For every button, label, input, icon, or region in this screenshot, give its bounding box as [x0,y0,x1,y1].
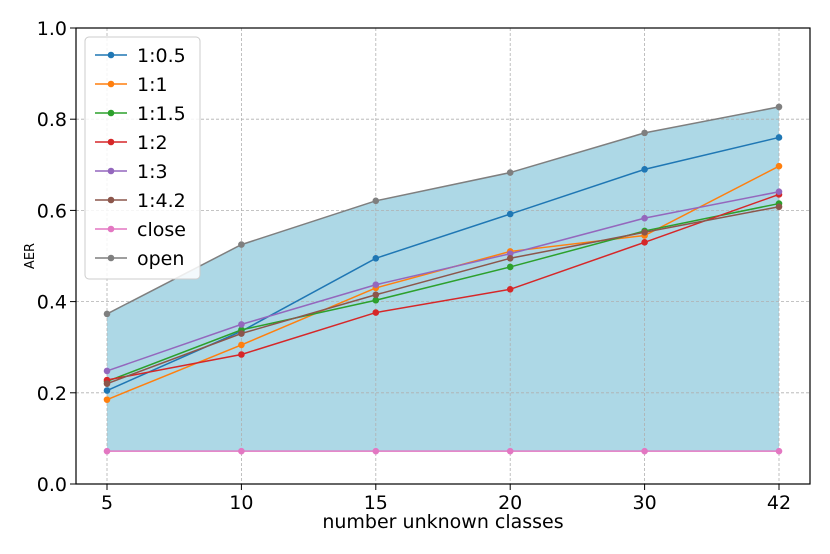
legend-marker [107,254,115,262]
data-point [372,309,380,316]
legend-label: 1:2 [137,132,168,154]
legend-marker [107,109,115,117]
legend-box [84,36,201,280]
legend-label: open [137,248,184,270]
series-line [106,202,780,383]
data-point [372,447,380,455]
series-line [106,193,780,381]
legend-marker [107,225,115,233]
plot-frame [75,27,811,485]
x-tick-label: 10 [229,492,253,514]
y-tick-label: 0.6 [37,200,67,222]
series-line [106,106,780,315]
data-point [775,447,783,455]
data-point [506,263,514,271]
data-point [372,281,380,289]
x-tick-label: 5 [101,492,113,514]
data-point [775,103,783,111]
series-line [106,190,780,372]
y-tick-label: 1.0 [37,18,67,40]
data-point [372,296,380,304]
data-point [103,367,111,375]
y-tick-label: 0.2 [37,383,67,405]
data-point [641,129,648,137]
y-tick-label: 0.8 [37,109,67,131]
data-point [103,380,111,387]
y-axis-label: AER [23,243,38,269]
legend-label: 1:0.5 [137,45,186,67]
y-tick-label: 0.4 [37,292,67,314]
legend-marker [107,138,115,146]
legend-label: 1:1 [137,74,168,96]
series-layer [103,103,783,455]
x-tick-label: 20 [498,492,522,514]
data-point [506,169,514,176]
data-point [238,341,245,349]
data-point [775,134,783,141]
data-point [641,166,648,173]
data-point [641,239,648,246]
data-point [775,188,783,196]
legend-marker [107,51,115,59]
data-point [103,387,111,394]
fill-band-layer [107,106,779,452]
data-point [103,396,111,403]
legend-marker [107,167,115,175]
fill-band [107,106,779,452]
series-line [106,206,780,385]
legend-label: 1:1.5 [137,103,186,125]
legend-marker [107,196,115,204]
y-tick-label: 0.0 [37,474,67,496]
legend-marker [107,80,115,88]
data-point [506,210,514,218]
legend: 1:0.5 1:1 1:1.5 1:2 1:3 1:4.2 close open [84,36,201,280]
data-point [641,228,648,236]
data-point [775,162,783,170]
data-point [238,321,245,328]
data-point [641,214,648,222]
data-point [506,250,514,258]
data-point [506,254,514,262]
x-axis-label: number unknown classes [322,511,563,533]
data-point [238,330,245,337]
data-point [238,241,245,248]
data-point [238,351,245,358]
legend-label: close [137,219,186,241]
data-point [775,203,783,211]
legend-label: 1:3 [137,161,168,183]
legend-label: 1:4.2 [137,190,186,212]
x-tick-label: 30 [633,492,657,514]
x-tick-label: 42 [767,492,791,514]
data-point [506,285,514,293]
data-point [506,447,514,455]
data-point [238,447,245,455]
data-point [103,447,111,455]
ticks-layer: 5 10 15 20 30 42 0.0 0.2 0.4 0.6 0.8 1.0 [37,18,791,514]
x-tick-label: 15 [364,492,388,514]
data-point [103,310,111,318]
data-point [372,291,380,299]
data-point [641,447,648,455]
data-point [372,254,380,262]
data-point [372,197,380,205]
